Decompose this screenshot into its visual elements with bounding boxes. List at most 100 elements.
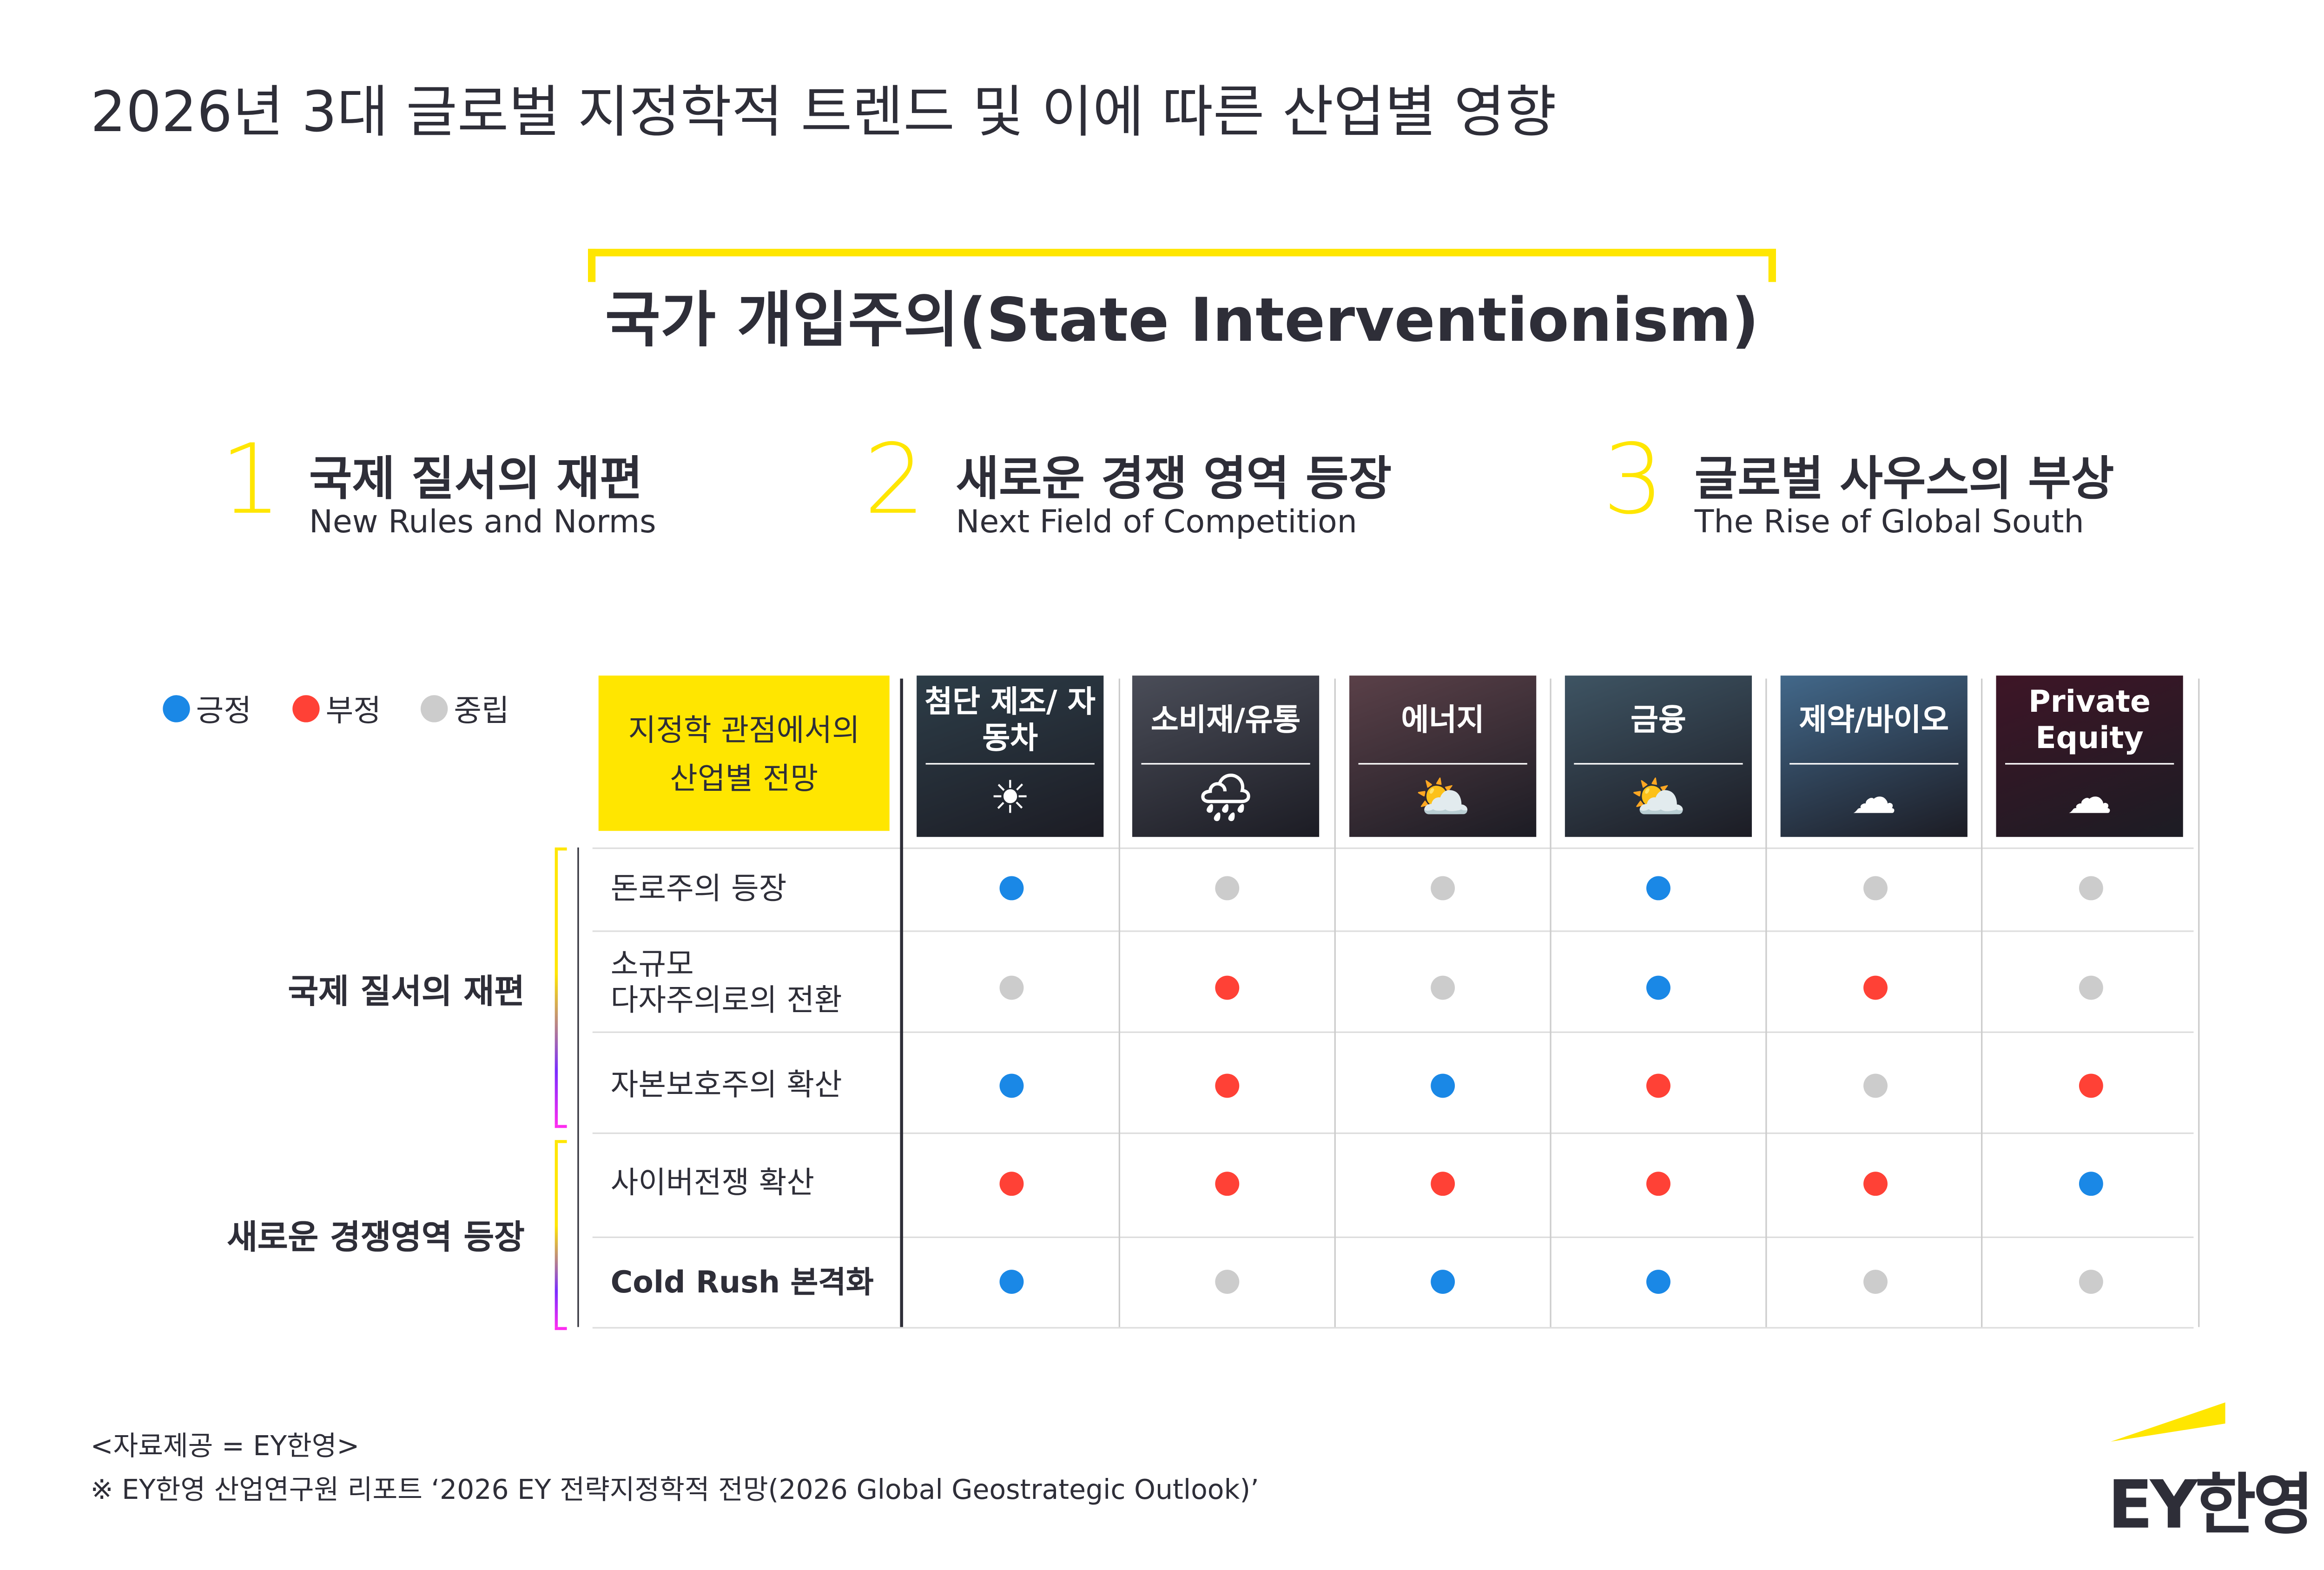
legend-positive: 긍정: [163, 686, 251, 730]
group-divider: [577, 847, 579, 1327]
rain-cloud-icon: 🌧: [1197, 772, 1254, 825]
neutral-dot: [999, 975, 1024, 1000]
neutral-dot: [2079, 876, 2103, 901]
row-label: 돈로주의 등장: [610, 870, 787, 907]
negative-dot: [1431, 1172, 1455, 1196]
negative-dot: [1863, 975, 1888, 1000]
negative-dot: [1215, 975, 1240, 1000]
column-header: Private Equity ☁: [1996, 676, 2183, 837]
negative-dot: [1646, 1073, 1670, 1098]
positive-dot: [1431, 1270, 1455, 1294]
source-note: ※ EY한영 산업연구원 리포트 ‘2026 EY 전략지정학적 전망(2026…: [90, 1475, 1259, 1507]
row-divider: [592, 1031, 2194, 1033]
positive-dot: [999, 1073, 1024, 1098]
column-divider: [1550, 678, 1552, 1327]
heading-bracket: [588, 249, 1776, 282]
positive-dot: [2079, 1172, 2103, 1196]
group-label: 국제 질서의 재편: [288, 974, 525, 1012]
neutral-dot: [1863, 1270, 1888, 1294]
group-bracket: [555, 847, 567, 1128]
neutral-dot: [1215, 876, 1240, 901]
row-divider: [592, 930, 2194, 932]
column-header: 금융 ⛅: [1565, 676, 1752, 837]
negative-dot: [1215, 1172, 1240, 1196]
column-label: 제약/바이오: [1799, 701, 1949, 738]
column-label: 첨단 제조/ 자동차: [924, 683, 1096, 756]
trend-title: 글로벌 사우스의 부상: [1694, 452, 2114, 507]
column-label: 금융: [1631, 701, 1686, 738]
negative-dot-icon: [292, 694, 320, 722]
column-header: 첨단 제조/ 자동차 ☀: [917, 676, 1104, 837]
header-line: 산업별 전망: [670, 759, 819, 795]
header-line: 지정학 관점에서의: [628, 711, 860, 748]
table-divider: [900, 678, 903, 1327]
row-label: 사이버전쟁 확산: [610, 1164, 815, 1200]
column-label: 에너지: [1401, 701, 1485, 738]
column-header: 제약/바이오 ☁: [1780, 676, 1967, 837]
neutral-dot: [1215, 1270, 1240, 1294]
column-divider: [2198, 678, 2200, 1327]
row-divider: [592, 1236, 2194, 1238]
row-divider: [592, 847, 2194, 849]
column-header: 소비재/유통 🌧: [1132, 676, 1320, 837]
row-label: 자본보호주의 확산: [610, 1066, 842, 1103]
positive-dot: [999, 876, 1024, 901]
legend-label: 부정: [325, 692, 382, 729]
row-label: Cold Rush 본격화: [610, 1264, 874, 1300]
neutral-dot: [1431, 975, 1455, 1000]
trend-number: 3: [1602, 425, 1664, 537]
cloud-icon: ☁: [1851, 772, 1897, 825]
trend-subtitle: Next Field of Competition: [956, 503, 1357, 540]
legend-label: 중립: [454, 692, 509, 729]
table-header-cell: 지정학 관점에서의 산업별 전망: [598, 676, 890, 831]
positive-dot: [1646, 876, 1670, 901]
positive-dot: [1431, 1073, 1455, 1098]
cloud-icon: ☁: [2067, 772, 2113, 825]
neutral-dot: [2079, 1270, 2103, 1294]
trend-title: 새로운 경쟁 영역 등장: [956, 452, 1392, 507]
trend-number: 1: [220, 425, 282, 537]
trend-title: 국제 질서의 재편: [309, 452, 643, 507]
column-divider: [1981, 678, 1983, 1327]
ey-logo-beam-icon: [2111, 1402, 2225, 1442]
positive-dot: [999, 1270, 1024, 1294]
neutral-dot: [1863, 1073, 1888, 1098]
column-divider: [1765, 678, 1767, 1327]
row-divider: [592, 1132, 2194, 1134]
positive-dot: [1646, 1270, 1670, 1294]
trend-subtitle: New Rules and Norms: [309, 503, 656, 540]
negative-dot: [2079, 1073, 2103, 1098]
column-divider: [1334, 678, 1336, 1327]
legend-negative: 부정: [292, 686, 381, 730]
legend-neutral: 중립: [420, 686, 509, 730]
neutral-dot-icon: [420, 694, 448, 722]
trend-subtitle: The Rise of Global South: [1694, 503, 2084, 540]
column-header: 에너지 ⛅: [1349, 676, 1537, 837]
page-title: 2026년 3대 글로벌 지정학적 트렌드 및 이에 따른 산업별 영향: [90, 79, 1557, 145]
legend-label: 긍정: [196, 692, 252, 729]
negative-dot: [1863, 1172, 1888, 1196]
positive-dot: [1646, 975, 1670, 1000]
ey-logo: EY한영: [2108, 1399, 2319, 1544]
column-label: 소비재/유통: [1150, 701, 1301, 738]
neutral-dot: [1431, 876, 1455, 901]
trend-number: 2: [864, 425, 925, 537]
positive-dot-icon: [163, 694, 190, 722]
group-label: 새로운 경쟁영역 등장: [227, 1220, 525, 1258]
partly-sunny-icon: ⛅: [1414, 772, 1471, 825]
group-bracket: [555, 1140, 567, 1330]
negative-dot: [999, 1172, 1024, 1196]
row-divider: [592, 1327, 2194, 1329]
neutral-dot: [2079, 975, 2103, 1000]
negative-dot: [1646, 1172, 1670, 1196]
neutral-dot: [1863, 876, 1888, 901]
source-text: <자료제공 = EY한영>: [90, 1431, 360, 1463]
sun-icon: ☀: [990, 772, 1030, 825]
main-heading: 국가 개입주의(State Interventionism): [605, 286, 1759, 356]
negative-dot: [1215, 1073, 1240, 1098]
logo-text: EY한영: [2107, 1467, 2314, 1544]
partly-sunny-icon: ⛅: [1630, 772, 1687, 825]
column-label: Private Equity: [2028, 683, 2151, 756]
column-divider: [1118, 678, 1120, 1327]
row-label: 소규모 다자주의로의 전환: [610, 945, 842, 1018]
